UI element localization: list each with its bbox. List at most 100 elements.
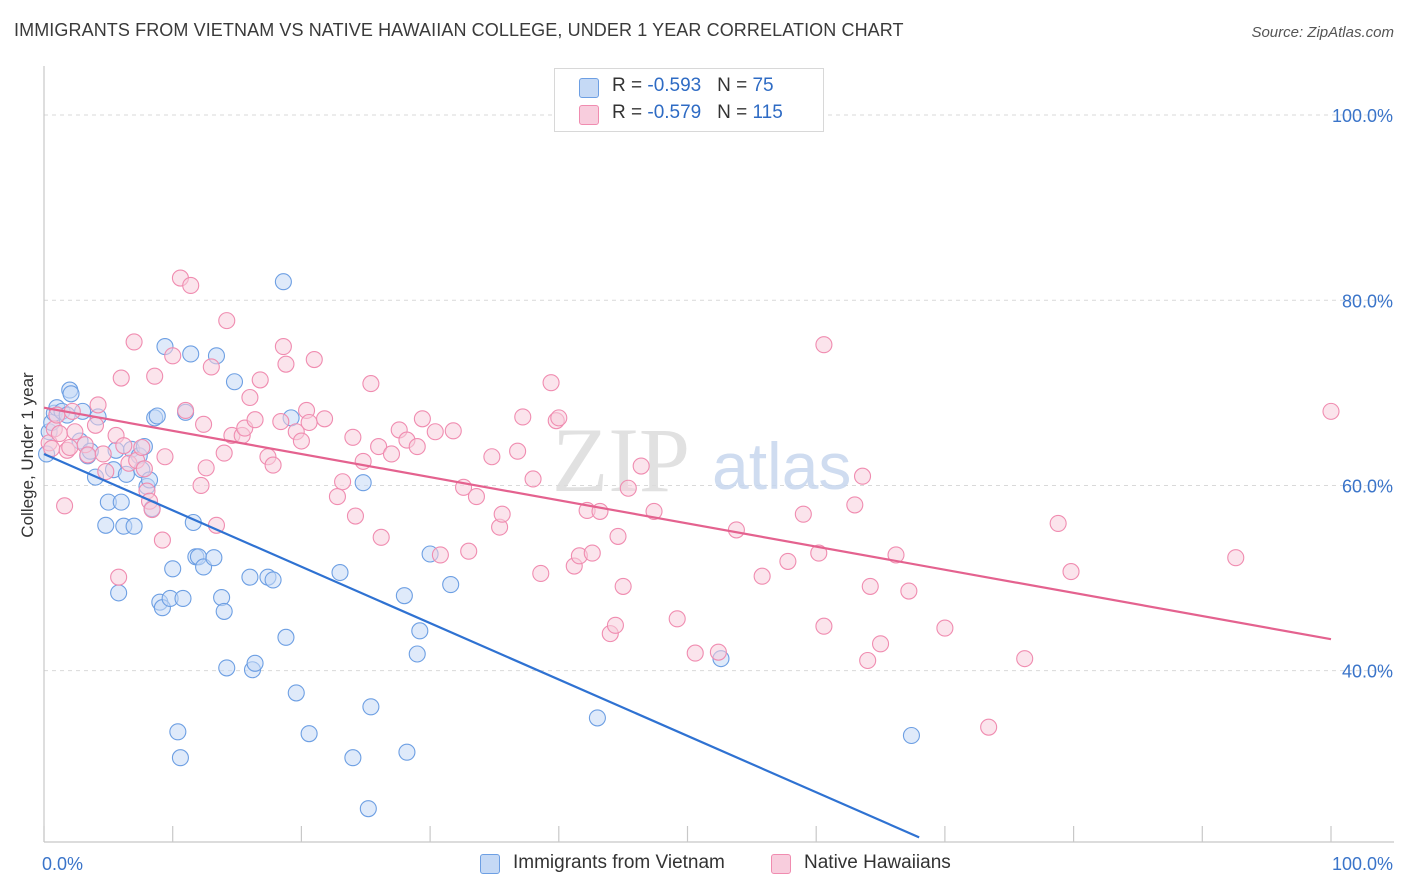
r-label: R = <box>612 102 648 123</box>
data-point <box>509 442 527 460</box>
data-point <box>632 457 650 475</box>
data-point <box>524 470 542 488</box>
data-point <box>115 437 133 455</box>
watermark-zip: ZIP <box>552 409 690 511</box>
data-point <box>514 408 532 426</box>
data-point <box>225 373 244 391</box>
data-point <box>411 622 429 640</box>
data-point <box>110 568 128 586</box>
data-point <box>1322 402 1340 420</box>
data-point <box>195 415 213 433</box>
data-point <box>408 438 426 456</box>
data-point <box>205 549 223 567</box>
data-point <box>815 336 833 354</box>
data-point <box>148 407 166 425</box>
data-point <box>359 800 377 818</box>
data-point <box>794 505 812 523</box>
data-point <box>146 367 164 385</box>
data-point <box>62 385 80 403</box>
data-point <box>344 749 362 767</box>
data-point <box>264 571 282 589</box>
data-point <box>1049 514 1067 532</box>
data-point <box>202 358 220 376</box>
data-point <box>272 413 290 431</box>
data-point <box>112 369 130 387</box>
data-point <box>182 345 200 363</box>
vietnam-swatch <box>579 78 599 98</box>
data-point <box>1062 563 1080 581</box>
data-point <box>408 645 426 663</box>
data-point <box>218 312 236 330</box>
trend-line <box>43 406 1332 641</box>
data-point <box>97 463 115 481</box>
data-point <box>853 467 872 485</box>
data-point <box>79 446 97 464</box>
data-point <box>174 589 192 607</box>
data-point <box>274 273 292 291</box>
data-point <box>614 577 632 595</box>
data-point <box>583 544 601 562</box>
series-hawaiian-points <box>40 269 1340 736</box>
x-tick-label: 0.0% <box>42 854 83 874</box>
data-point <box>431 546 449 564</box>
data-point <box>125 517 143 535</box>
data-point <box>709 643 727 661</box>
data-point <box>846 496 864 514</box>
data-point <box>97 516 115 534</box>
n-label: N = <box>717 75 753 96</box>
data-point <box>86 416 105 434</box>
data-point <box>66 423 84 441</box>
data-point <box>370 438 388 456</box>
data-point <box>588 709 606 727</box>
data-point <box>980 718 998 736</box>
data-point <box>382 445 401 463</box>
data-point <box>1016 650 1034 668</box>
data-point <box>444 422 462 440</box>
data-point <box>861 577 879 595</box>
trend-line <box>43 452 920 839</box>
data-point <box>241 568 259 586</box>
y-tick-label: 40.0% <box>1342 662 1393 682</box>
r-label: R = <box>612 75 648 96</box>
r-value: -0.579 <box>647 102 702 123</box>
y-tick-label: 80.0% <box>1342 291 1393 311</box>
vietnam-legend-label: Immigrants from Vietnam <box>513 852 725 873</box>
data-point <box>532 564 550 582</box>
n-value: 115 <box>752 102 783 123</box>
data-point <box>215 602 233 620</box>
data-point <box>215 444 233 462</box>
data-point <box>344 428 362 446</box>
data-point <box>902 726 920 745</box>
data-point <box>156 448 174 466</box>
x-tick-label: 100.0% <box>1332 854 1393 874</box>
data-point <box>277 355 295 373</box>
data-point <box>900 582 918 600</box>
data-point <box>859 651 877 670</box>
data-point <box>362 698 380 716</box>
data-point <box>135 460 153 478</box>
data-point <box>645 502 663 520</box>
data-point <box>606 616 624 634</box>
data-point <box>50 425 68 443</box>
data-point <box>164 347 182 365</box>
data-point <box>887 546 905 564</box>
data-point <box>331 563 349 582</box>
data-point <box>936 619 954 637</box>
data-point <box>460 542 478 560</box>
data-point <box>619 479 637 497</box>
y-tick-label: 100.0% <box>1332 106 1393 126</box>
data-point <box>171 749 189 767</box>
data-point <box>467 488 485 506</box>
chart-title: IMMIGRANTS FROM VIETNAM VS NATIVE HAWAII… <box>14 20 904 40</box>
data-point <box>112 493 130 511</box>
data-point <box>277 628 295 646</box>
data-point <box>542 374 560 392</box>
data-point <box>274 338 292 356</box>
x-tick-labels: 0.0% 100.0% <box>42 854 1393 874</box>
data-point <box>164 560 182 578</box>
vietnam-legend-swatch <box>480 854 500 874</box>
data-point <box>550 409 568 427</box>
data-point <box>300 725 318 743</box>
trend-lines <box>43 406 1332 839</box>
data-point <box>218 659 236 677</box>
